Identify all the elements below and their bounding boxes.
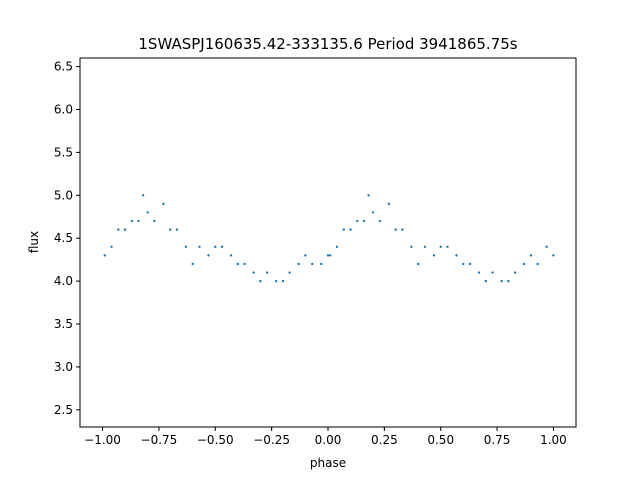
data-point (387, 202, 391, 206)
y-tick-label: 2.5 (54, 403, 73, 417)
data-point (229, 254, 233, 257)
data-point (455, 254, 458, 257)
data-point (401, 228, 404, 231)
data-point (288, 271, 291, 274)
data-point (329, 254, 332, 257)
data-point (446, 245, 449, 248)
data-point (349, 228, 352, 231)
data-point (220, 245, 224, 248)
data-point (236, 262, 240, 266)
data-point (304, 254, 307, 257)
data-point (259, 279, 262, 283)
data-point (529, 254, 533, 257)
data-point (281, 279, 285, 283)
data-point (468, 262, 472, 266)
points-layer (103, 194, 555, 283)
data-point (367, 194, 370, 197)
y-tick-label: 5.5 (54, 145, 73, 159)
y-tick-label: 3.5 (54, 317, 73, 331)
data-point (394, 228, 397, 231)
data-point (311, 262, 314, 266)
data-point (545, 245, 548, 248)
data-point (423, 245, 427, 248)
y-tick-label: 4.5 (54, 231, 73, 245)
data-point (265, 271, 269, 274)
data-point (371, 211, 375, 214)
data-point (137, 219, 140, 223)
data-point (252, 271, 255, 274)
data-point (146, 211, 149, 214)
y-tick-label: 6.5 (54, 60, 73, 74)
axes-frame (79, 57, 577, 428)
ticks-layer: −1.00 −0.75 −0.50 −0.25 0.00 0.25 0.50 0.75 1.00… (54, 60, 567, 447)
data-point (522, 262, 526, 266)
data-point (462, 262, 465, 266)
data-point (484, 279, 488, 283)
data-point (326, 254, 330, 257)
data-point (153, 219, 156, 223)
data-point (117, 228, 120, 231)
data-point (507, 279, 510, 283)
data-point (168, 228, 172, 231)
x-tick-label: 0.75 (484, 433, 511, 447)
y-tick-label: 3.0 (54, 360, 73, 374)
data-point (335, 245, 339, 248)
data-point (536, 262, 539, 266)
data-point (214, 245, 217, 248)
x-tick-label: 0.50 (427, 433, 454, 447)
x-tick-label: −0.50 (197, 433, 234, 447)
data-point (274, 279, 278, 283)
data-point (103, 254, 107, 257)
data-point (500, 279, 503, 283)
y-axis-label: flux (27, 231, 41, 253)
data-point (356, 219, 359, 223)
data-point (378, 219, 382, 223)
data-point (410, 245, 413, 248)
data-point (184, 245, 188, 248)
data-point (342, 228, 345, 231)
chart-title: 1SWASPJ160635.42-333135.6 Period 3941865… (138, 35, 517, 53)
data-point (198, 245, 201, 248)
y-tick-label: 4.0 (54, 274, 73, 288)
data-point (320, 262, 323, 266)
x-axis-label: phase (310, 456, 346, 470)
data-point (191, 262, 194, 266)
x-tick-label: 0.00 (315, 433, 342, 447)
x-tick-label: −0.75 (141, 433, 178, 447)
data-point (207, 254, 210, 257)
y-tick-label: 5.0 (54, 188, 73, 202)
x-tick-label: −1.00 (84, 433, 121, 447)
data-point (432, 254, 436, 257)
x-tick-label: 1.00 (540, 433, 567, 447)
data-point (416, 262, 420, 266)
x-tick-label: 0.25 (371, 433, 398, 447)
data-point (110, 245, 113, 248)
data-point (141, 194, 145, 197)
data-point (477, 271, 481, 274)
data-point (491, 271, 494, 274)
data-point (439, 245, 442, 248)
data-point (362, 219, 366, 223)
data-point (175, 228, 179, 231)
data-point (552, 254, 555, 257)
data-point (162, 202, 165, 206)
x-tick-label: −0.25 (253, 433, 290, 447)
data-point (123, 228, 127, 231)
data-point (130, 219, 134, 223)
data-point (297, 262, 300, 266)
data-point (243, 262, 246, 266)
y-tick-label: 6.0 (54, 102, 73, 116)
data-point (513, 271, 517, 274)
